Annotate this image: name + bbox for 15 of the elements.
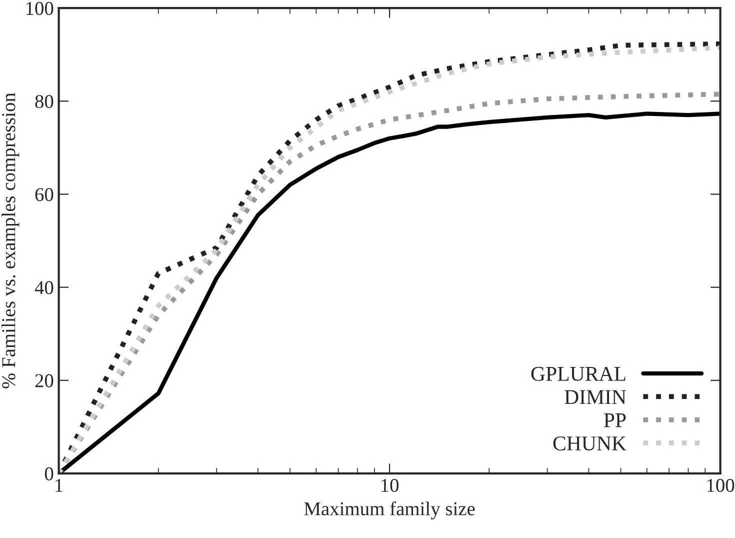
x-tick-label: 10 bbox=[382, 478, 399, 492]
y-tick-label: 20 bbox=[35, 374, 54, 388]
legend-label: GPLURAL bbox=[531, 366, 626, 381]
y-tick-label: 0 bbox=[44, 467, 54, 480]
legend-label: CHUNK bbox=[553, 436, 626, 450]
y-tick-label: 80 bbox=[35, 94, 54, 108]
x-tick-label: 100 bbox=[707, 478, 734, 492]
y-axis-title: % Families vs. examples compression bbox=[2, 92, 20, 388]
x-axis-title: Maximum family size bbox=[304, 501, 475, 520]
legend-label: DIMIN bbox=[564, 390, 626, 404]
y-tick-label: 40 bbox=[34, 281, 54, 294]
legend-label: PP bbox=[604, 413, 626, 428]
x-tick-label: 1 bbox=[56, 478, 62, 492]
y-tick-label: 100 bbox=[26, 2, 54, 16]
y-tick-label: 60 bbox=[35, 188, 54, 202]
